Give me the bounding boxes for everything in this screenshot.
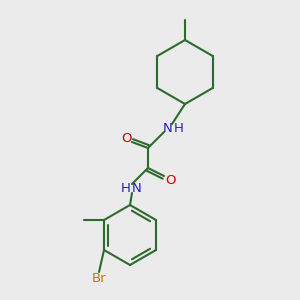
Text: N: N [132, 182, 142, 194]
Text: Br: Br [92, 272, 106, 284]
Text: O: O [122, 131, 132, 145]
Text: O: O [165, 175, 175, 188]
Text: N: N [163, 122, 173, 134]
Text: H: H [121, 182, 131, 194]
Text: H: H [174, 122, 184, 134]
